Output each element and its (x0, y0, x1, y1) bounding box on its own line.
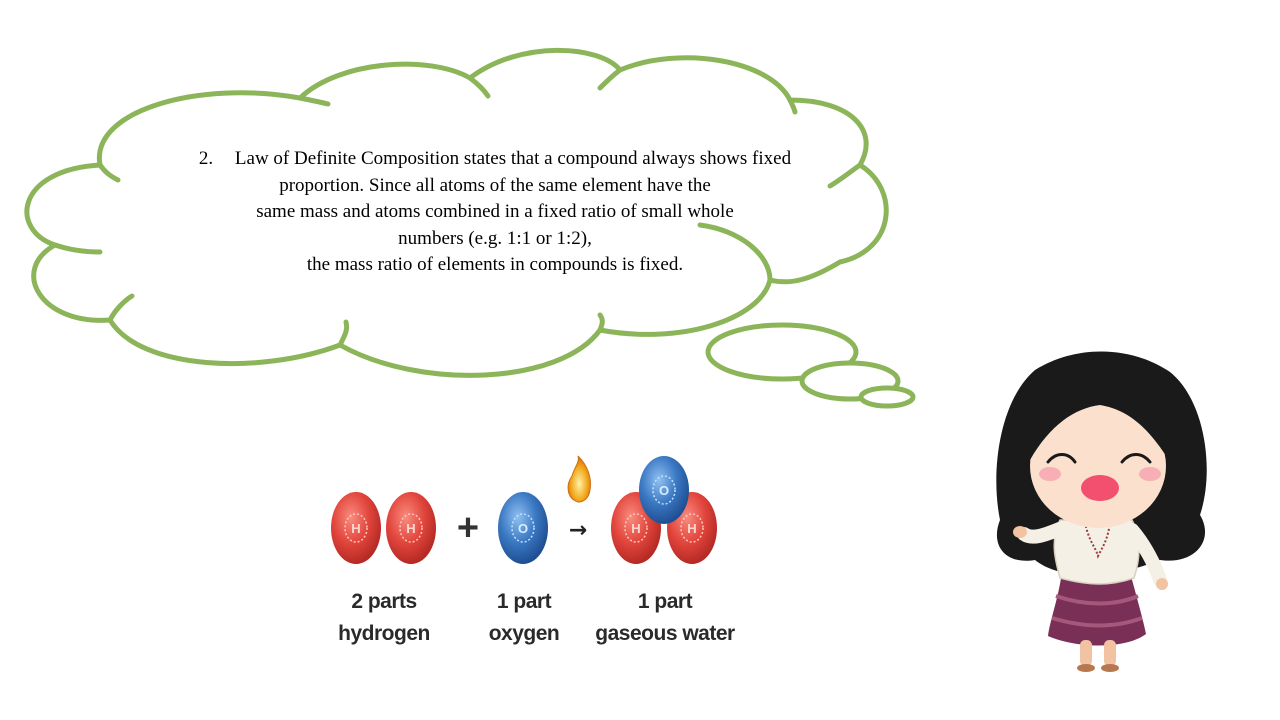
reaction-diagram (331, 455, 717, 564)
plus-sign: + (457, 507, 479, 549)
hydrogen-atom-2 (386, 492, 436, 564)
cloud-text-line-3: same mass and atoms combined in a fixed … (256, 201, 734, 222)
cloud-text-line-4: numbers (e.g. 1:1 or 1:2), (398, 227, 592, 249)
cloud-inner-strokes (52, 67, 863, 348)
label-hydrogen: 2 parts hydrogen (320, 586, 448, 650)
label-oxygen: 1 part oxygen (470, 586, 578, 650)
cloud-text: 2. Law of Definite Composition states tha… (150, 146, 840, 279)
oxygen-letter: O (518, 521, 528, 536)
flame-icon (567, 455, 591, 503)
oxygen-atom (498, 492, 548, 564)
cloud-text-line-2: proportion. Since all atoms of the same … (279, 174, 711, 196)
label-oxygen-amount: 1 part (496, 590, 552, 613)
cloud-text-line-1: 2. Law of Definite Composition states tha… (150, 146, 840, 173)
label-hydrogen-amount: 2 parts (351, 590, 417, 613)
water-hydrogen-letter-1: H (631, 521, 640, 536)
cartoon-girl-icon (996, 351, 1207, 672)
list-number: 2. (198, 148, 214, 169)
label-water-amount: 1 part (637, 590, 693, 613)
hydrogen-letter-1: H (351, 521, 360, 536)
reaction-arrow: → (569, 518, 587, 543)
label-hydrogen-name: hydrogen (338, 622, 430, 645)
thought-bubbles (705, 322, 916, 409)
water-molecule (611, 456, 717, 564)
hydrogen-letter-2: H (406, 521, 415, 536)
water-oxygen-letter: O (659, 483, 669, 498)
cloud-text-line-5: the mass ratio of elements in compounds … (306, 254, 684, 275)
label-water: 1 part gaseous water (590, 586, 740, 650)
label-oxygen-name: oxygen (488, 622, 560, 645)
water-hydrogen-letter-2: H (687, 521, 696, 536)
hydrogen-atom-1 (331, 492, 381, 564)
label-water-name: gaseous water (595, 622, 735, 645)
